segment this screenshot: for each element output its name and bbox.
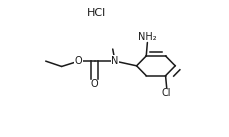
- Text: NH₂: NH₂: [137, 32, 156, 42]
- Text: HCl: HCl: [87, 8, 106, 18]
- Text: Cl: Cl: [161, 88, 171, 98]
- Text: O: O: [90, 79, 98, 89]
- Text: N: N: [111, 56, 118, 66]
- Text: O: O: [74, 56, 82, 66]
